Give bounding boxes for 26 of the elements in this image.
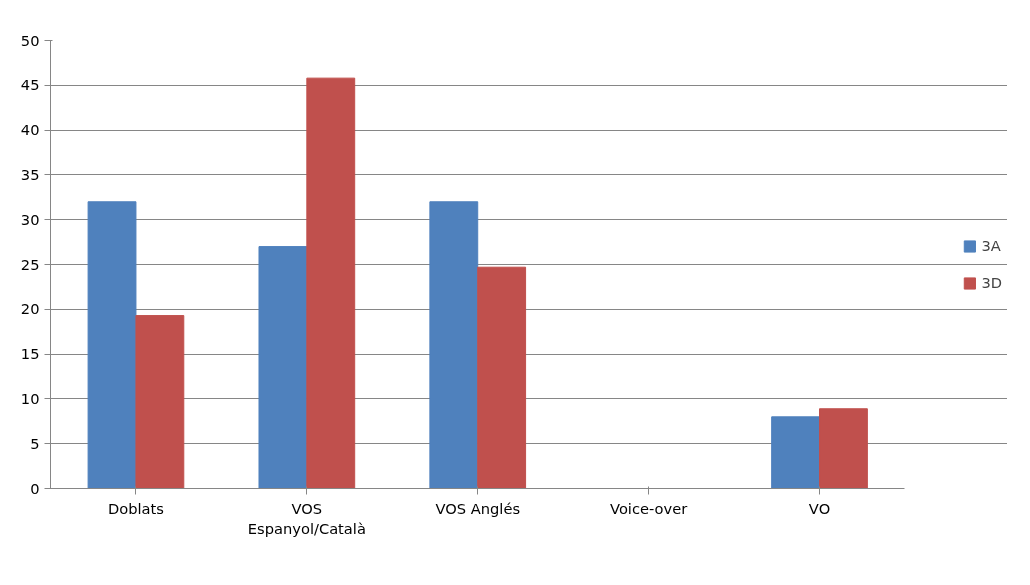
bar	[258, 246, 308, 489]
y-tick-label: 50	[20, 31, 40, 49]
y-tick-label: 40	[20, 121, 40, 139]
y-tick-label: 15	[20, 345, 40, 363]
bar	[771, 416, 821, 489]
legend-label: 3D	[981, 274, 1002, 291]
y-tick-label: 45	[20, 76, 40, 94]
legend-label: 3A	[981, 237, 1002, 254]
y-tick-label: 30	[20, 210, 40, 228]
y-tick-label: 25	[20, 255, 40, 273]
bar	[87, 201, 137, 489]
x-tick-label: Doblats	[107, 499, 164, 517]
bar	[819, 408, 868, 489]
y-tick-label: 35	[20, 165, 40, 183]
x-tick-label: VO	[808, 499, 831, 517]
x-tick-label: VOS Espanyol/Català	[247, 499, 366, 537]
y-tick-label: 10	[20, 389, 40, 407]
y-tick-label: 20	[20, 300, 40, 318]
x-tick-label: Voice-over	[610, 499, 689, 517]
y-tick-label: 0	[30, 479, 40, 497]
y-tick-label: 5	[30, 434, 40, 452]
bar	[429, 201, 479, 489]
x-tick-label: VOS Anglés	[435, 499, 521, 517]
bar	[135, 315, 185, 489]
bar	[306, 77, 356, 489]
bar	[477, 266, 527, 489]
